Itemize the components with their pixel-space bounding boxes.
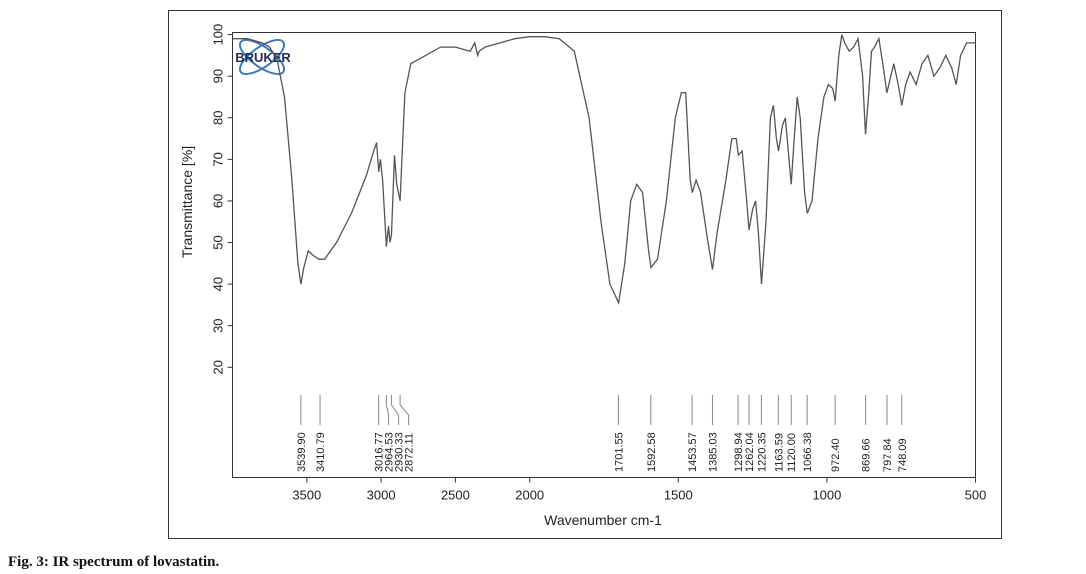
peak-label: 972.40 (830, 438, 842, 472)
logo: BRUKER (235, 38, 291, 76)
peak-line (390, 395, 400, 425)
peak-label: 2964.53 (384, 432, 396, 472)
peak-label: 869.66 (861, 438, 873, 472)
frame (168, 10, 1002, 539)
logo-text: BRUKER (235, 50, 291, 65)
peak-label: 1262.04 (744, 432, 756, 472)
peak-label: 2930.33 (394, 432, 406, 472)
x-tick-label: 3000 (367, 488, 396, 503)
x-axis-label: Wavenumber cm-1 (544, 512, 662, 528)
peak-label: 2872.11 (404, 433, 416, 472)
peak-label: 3539.90 (296, 432, 308, 472)
y-tick-label: 90 (211, 69, 226, 83)
y-axis-label: Transmittance [%] (179, 146, 195, 258)
plot-box (232, 32, 976, 478)
y-tick-label: 60 (211, 194, 226, 208)
peak-label: 1120.00 (786, 433, 798, 472)
peak-line (385, 395, 390, 425)
x-tick-label: 3500 (292, 488, 321, 503)
peak-label: 1298.94 (733, 432, 745, 472)
peak-label: 797.84 (882, 438, 894, 472)
peak-label: 1592.58 (646, 432, 658, 472)
peak-label: 3410.79 (315, 432, 327, 472)
y-tick-label: 50 (211, 235, 226, 249)
x-tick-label: 2500 (441, 488, 470, 503)
x-tick-label: 1000 (812, 488, 841, 503)
y-tick-label: 100 (211, 24, 226, 46)
y-tick-label: 30 (211, 318, 226, 332)
peak-label: 1453.57 (687, 432, 699, 472)
y-tick-label: 70 (211, 152, 226, 166)
x-tick-label: 1500 (664, 488, 693, 503)
x-tick-label: 2000 (515, 488, 544, 503)
peak-line (399, 395, 410, 425)
peak-label: 3016.77 (374, 432, 386, 472)
peak-label: 748.09 (897, 438, 909, 472)
caption: Fig. 3: IR spectrum of lovastatin. (8, 554, 219, 570)
y-tick-label: 40 (211, 277, 226, 291)
peak-label: 1701.55 (613, 432, 625, 472)
x-tick-label: 500 (965, 488, 987, 503)
y-tick-label: 80 (211, 111, 226, 125)
y-tick-label: 20 (211, 360, 226, 374)
peak-label: 1163.59 (773, 433, 785, 472)
peak-label: 1385.03 (707, 432, 719, 472)
peak-label: 1066.38 (802, 432, 814, 472)
peak-label: 1220.35 (756, 432, 768, 472)
spectrum-line (232, 34, 976, 306)
